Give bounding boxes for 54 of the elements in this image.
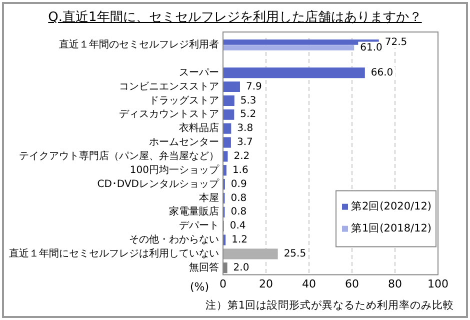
y-tick-label: コンビニエンスストア — [119, 81, 219, 92]
x-tick-label: 60 — [345, 277, 359, 290]
data-label: 1.2 — [232, 234, 248, 246]
data-label: 72.5 — [384, 36, 408, 48]
y-tick-label: 家電量販店 — [169, 206, 219, 218]
legend-label: 第1回(2018/12) — [351, 222, 432, 235]
bar — [224, 123, 232, 134]
bar — [224, 81, 240, 92]
bar — [224, 165, 226, 176]
y-tick-label: 100円均一ショップ — [130, 164, 220, 176]
bar — [224, 151, 228, 162]
y-tick-label: ホームセンター — [149, 137, 219, 148]
y-tick-label: 直近１年間にセミセルフレジは利用していない — [9, 248, 219, 260]
y-tick-label: 無回答 — [189, 261, 219, 274]
y-tick-label: 衣料品店 — [179, 122, 219, 134]
data-label: 5.2 — [240, 109, 256, 120]
bar — [224, 95, 234, 106]
data-label: 2.2 — [234, 150, 250, 162]
x-tick-label: 0 — [220, 277, 226, 290]
data-label: 5.3 — [240, 95, 256, 106]
y-tick-label: CD･DVDレンタルショップ — [97, 178, 220, 190]
data-label: 7.9 — [246, 81, 262, 92]
x-tick-label: 100 — [428, 277, 448, 290]
data-label: 25.5 — [284, 248, 306, 260]
data-label: 61.0 — [360, 42, 382, 54]
bar — [224, 109, 234, 120]
data-label: 0.4 — [230, 220, 246, 232]
bar — [224, 45, 354, 50]
y-tick-label: ドラッグストア — [149, 95, 219, 106]
text: 注）第1回は設問形式が異なるため利用率のみ比較 — [205, 298, 454, 312]
x-tick-label: 40 — [302, 277, 316, 290]
x-tick-label: 80 — [388, 277, 402, 290]
x-axis-title: (%) — [190, 280, 209, 294]
data-label: 0.8 — [230, 206, 247, 218]
data-label: 0.8 — [230, 192, 247, 204]
data-label: 3.7 — [236, 137, 253, 148]
y-tick-label: デパート — [179, 220, 219, 232]
y-tick-label: テイクアウト専門店（パン屋、弁当屋など） — [19, 150, 219, 162]
x-tick-label: 20 — [259, 277, 273, 290]
legend-label: 第2回(2020/12) — [351, 200, 432, 213]
y-tick-label: その他・わからない — [129, 234, 219, 246]
y-tick-label: スーパー — [179, 67, 219, 78]
y-tick-label: ディスカウントストア — [119, 109, 219, 120]
y-tick-label: 本屋 — [199, 192, 219, 204]
data-label: 2.0 — [233, 262, 250, 274]
data-label: 66.0 — [370, 67, 394, 78]
data-label: 1.6 — [232, 164, 248, 176]
data-label: 0.9 — [230, 178, 247, 190]
data-label: 3.8 — [237, 123, 254, 134]
bar — [224, 248, 278, 260]
bar — [224, 137, 231, 148]
bar — [224, 68, 365, 78]
chart-title: Q.直近1年間に、セミセルフレジを利用した店舗はありますか？ — [47, 9, 423, 27]
y-tick-label: 直近１年間のセミセルフレジ利用者 — [59, 38, 219, 51]
